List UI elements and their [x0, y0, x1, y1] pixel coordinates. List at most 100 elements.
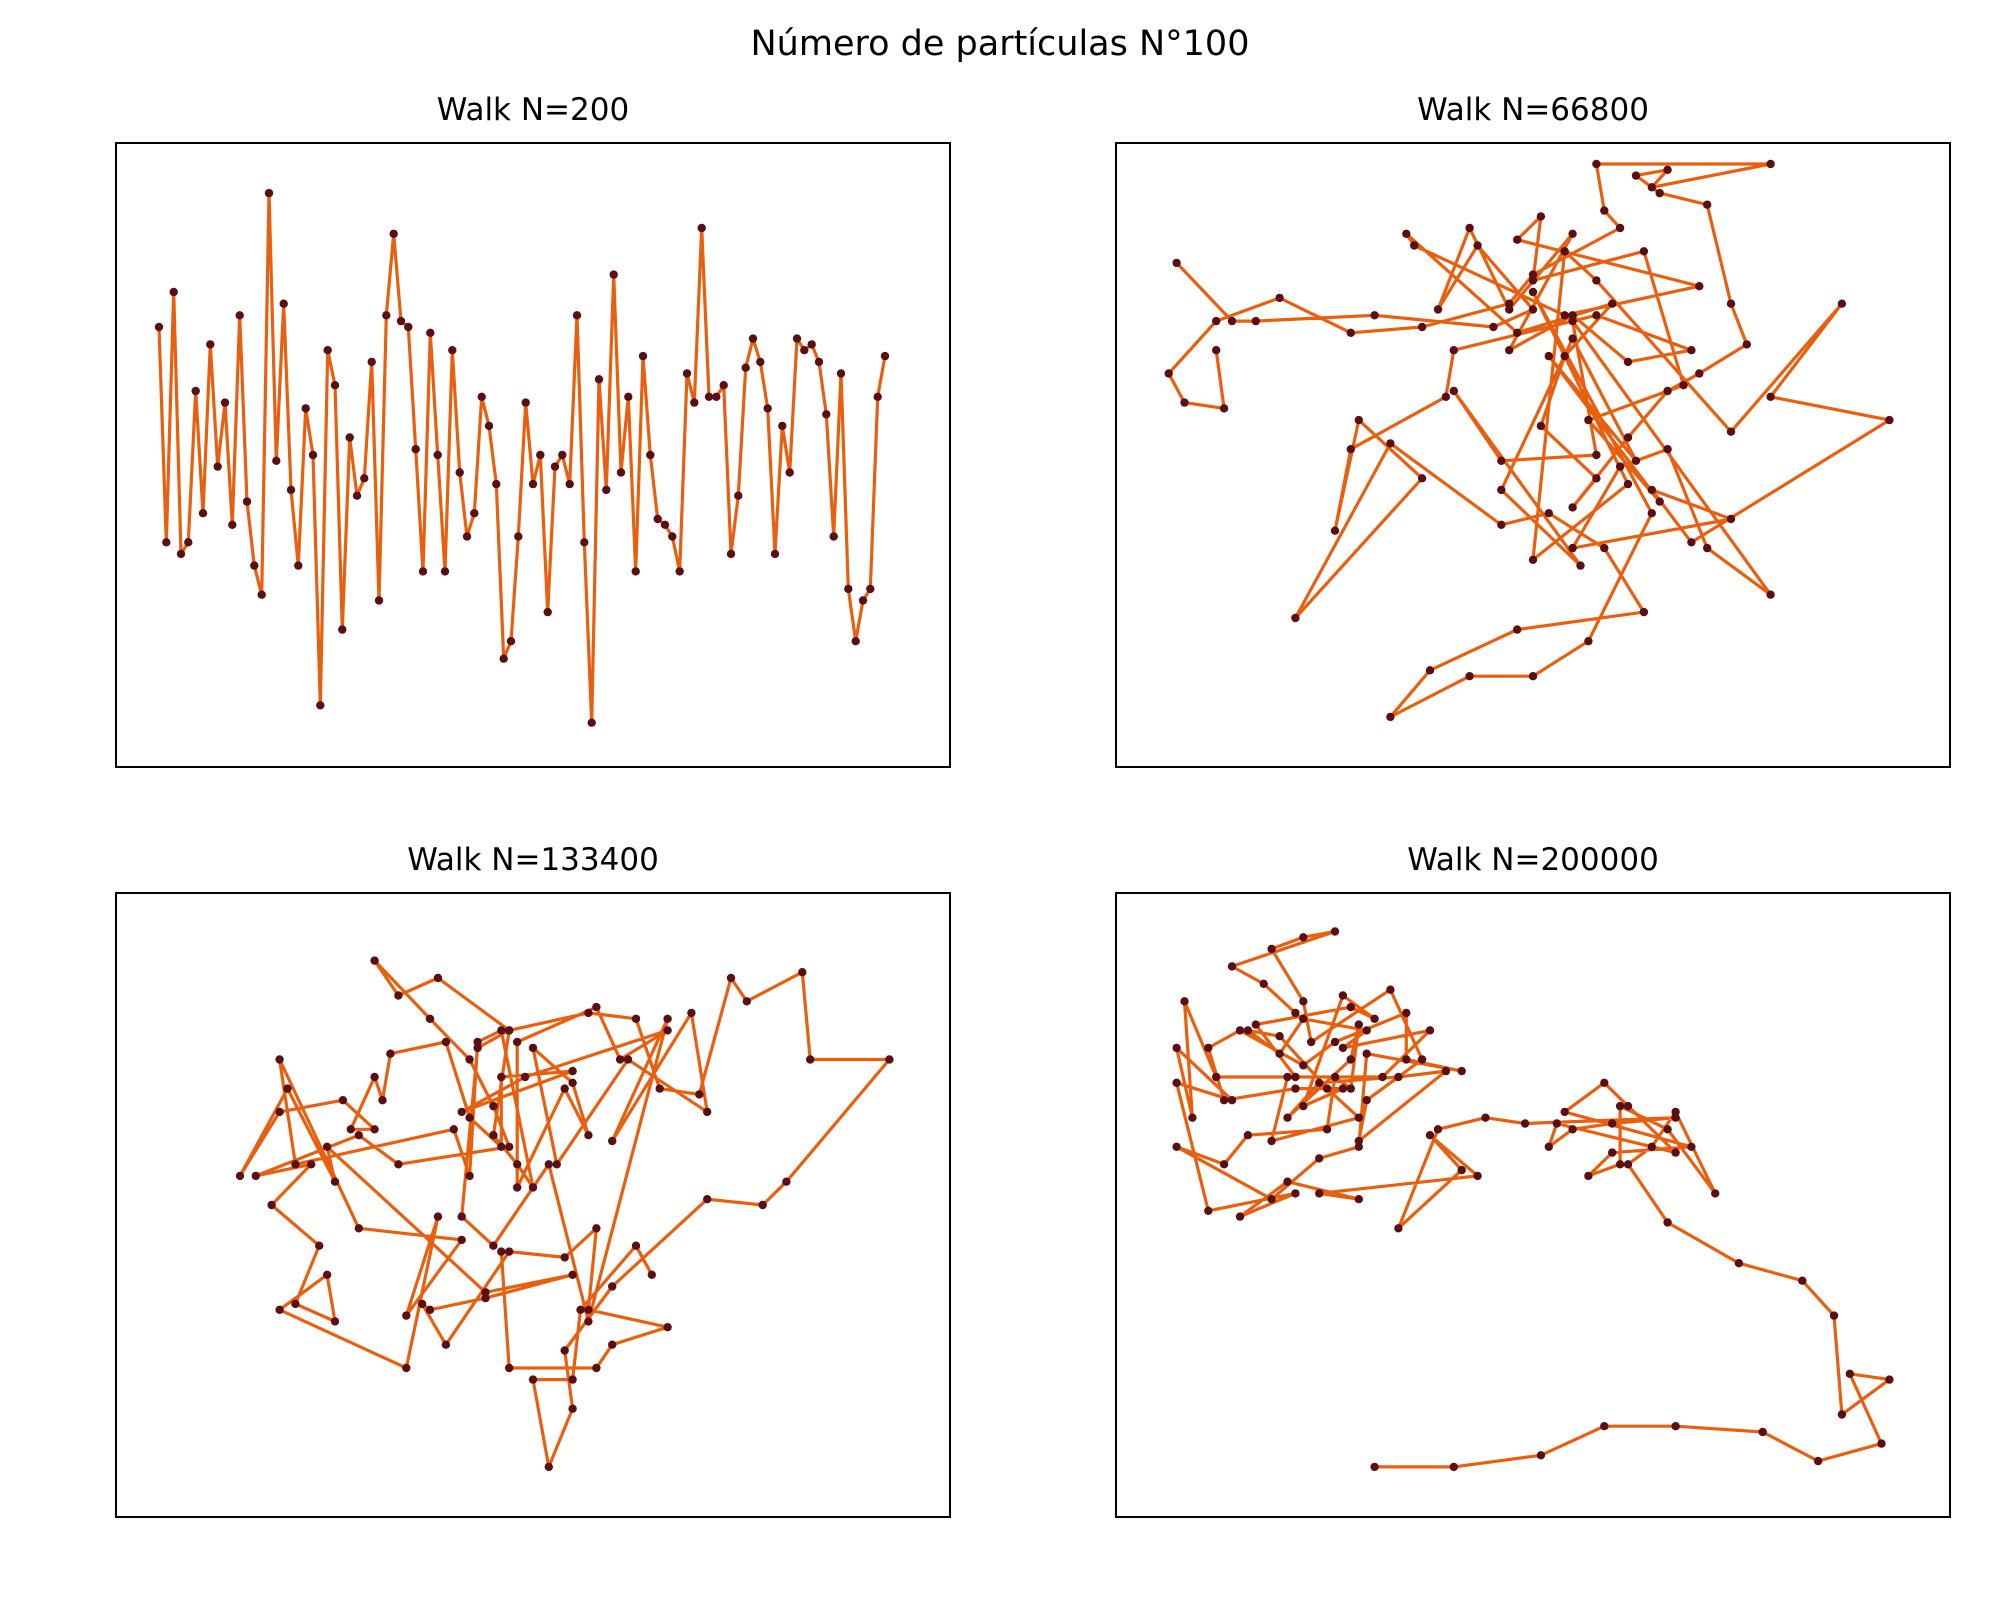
- walk-point: [885, 1055, 894, 1064]
- walk-point: [1647, 183, 1657, 192]
- walk-point: [1291, 1084, 1300, 1093]
- walk-point: [695, 1090, 704, 1099]
- walk-point: [1885, 415, 1894, 425]
- walk-point: [592, 1224, 601, 1233]
- walk-point: [1346, 1084, 1356, 1093]
- walk-point: [1291, 613, 1300, 623]
- walk-point: [1346, 1002, 1356, 1012]
- walk-series-4: [1172, 927, 1894, 1472]
- walk-point: [1394, 1072, 1403, 1082]
- walk-point: [1623, 357, 1633, 367]
- walk-point: [584, 1131, 593, 1140]
- figure-title: Número de partículas N°100: [750, 24, 1250, 64]
- walk-point: [1639, 607, 1649, 617]
- walk-point: [198, 509, 208, 518]
- walk-point: [386, 1049, 395, 1058]
- walk-point: [1726, 299, 1736, 308]
- walk-point: [1568, 311, 1577, 320]
- walk-point: [1346, 1055, 1356, 1064]
- walk-point: [1219, 1160, 1229, 1169]
- walk-point: [1172, 1043, 1181, 1053]
- walk-point: [316, 701, 325, 710]
- walk-point: [631, 1014, 641, 1023]
- walk-point: [1275, 1032, 1284, 1041]
- walk-point: [389, 229, 398, 238]
- walk-point: [505, 1142, 514, 1152]
- walk-point: [404, 322, 413, 332]
- walk-point: [584, 1008, 593, 1018]
- walk-point: [1528, 305, 1538, 314]
- walk-point: [394, 991, 403, 1000]
- walk-point: [1568, 316, 1577, 326]
- walk-point: [536, 450, 545, 460]
- walk-point: [741, 363, 750, 372]
- walk-point: [1362, 1026, 1371, 1035]
- walk-point: [1449, 386, 1459, 396]
- walk-point: [370, 1125, 379, 1134]
- walk-point: [465, 1171, 474, 1181]
- walk-point: [1386, 985, 1395, 994]
- walk-point: [457, 1212, 466, 1221]
- walk-point: [370, 956, 379, 965]
- walk-point: [1631, 171, 1641, 180]
- walk-point: [726, 973, 736, 983]
- walk-point: [703, 1107, 712, 1117]
- walk-point: [1695, 282, 1704, 291]
- walk-point: [1592, 311, 1601, 320]
- walk-point: [1687, 1142, 1696, 1152]
- walk-point: [609, 270, 618, 279]
- walk-point: [1275, 1049, 1284, 1058]
- walk-point: [1703, 200, 1712, 209]
- walk-point: [1259, 979, 1268, 988]
- walk-point: [264, 188, 274, 198]
- walk-point: [411, 445, 420, 454]
- walk-point: [1655, 497, 1664, 506]
- walk-point: [1592, 159, 1601, 169]
- walk-point: [1623, 433, 1633, 442]
- walk-point: [1608, 299, 1617, 308]
- walk-point: [505, 1026, 514, 1035]
- walk-point: [844, 584, 853, 594]
- walk-point: [322, 1142, 332, 1152]
- walk-point: [660, 520, 670, 529]
- walk-point: [294, 561, 303, 570]
- walk-point: [528, 1183, 538, 1192]
- walk-point: [374, 596, 384, 605]
- walk-point: [1227, 316, 1237, 326]
- walk-point: [1473, 241, 1482, 250]
- walk-point: [433, 1212, 443, 1221]
- walk-point: [1433, 305, 1443, 314]
- walk-point: [1766, 590, 1775, 599]
- walk-point: [1679, 381, 1688, 390]
- walk-point: [560, 1084, 569, 1093]
- walk-point: [448, 346, 457, 355]
- walk-point: [1584, 415, 1593, 425]
- walk-point: [1663, 1125, 1672, 1134]
- walk-point: [1180, 997, 1189, 1006]
- walk-point: [1536, 1451, 1546, 1460]
- walk-point: [592, 1363, 601, 1373]
- walk-point: [1647, 1142, 1657, 1152]
- walk-point: [1695, 369, 1704, 378]
- walk-point: [631, 567, 640, 576]
- walk-point: [1544, 351, 1554, 361]
- walk-point: [1322, 1084, 1332, 1093]
- walk-point: [543, 607, 552, 617]
- walk-point: [822, 410, 831, 419]
- panel-title-4: Walk N=200000: [1407, 842, 1659, 878]
- walk-point: [465, 1055, 474, 1064]
- walk-point: [682, 369, 692, 378]
- walk-point: [1734, 1259, 1744, 1268]
- walk-point: [638, 351, 648, 361]
- walk-point: [242, 497, 252, 506]
- walk-point: [719, 381, 728, 390]
- walk-point: [814, 357, 824, 367]
- walk-point: [806, 1055, 815, 1064]
- walk-point: [1425, 1026, 1435, 1035]
- walk-point: [1417, 1055, 1427, 1064]
- walk-point: [330, 1177, 340, 1186]
- walk-point: [592, 1002, 601, 1012]
- walk-point: [1671, 1148, 1680, 1157]
- axes-panel-1: [115, 142, 951, 768]
